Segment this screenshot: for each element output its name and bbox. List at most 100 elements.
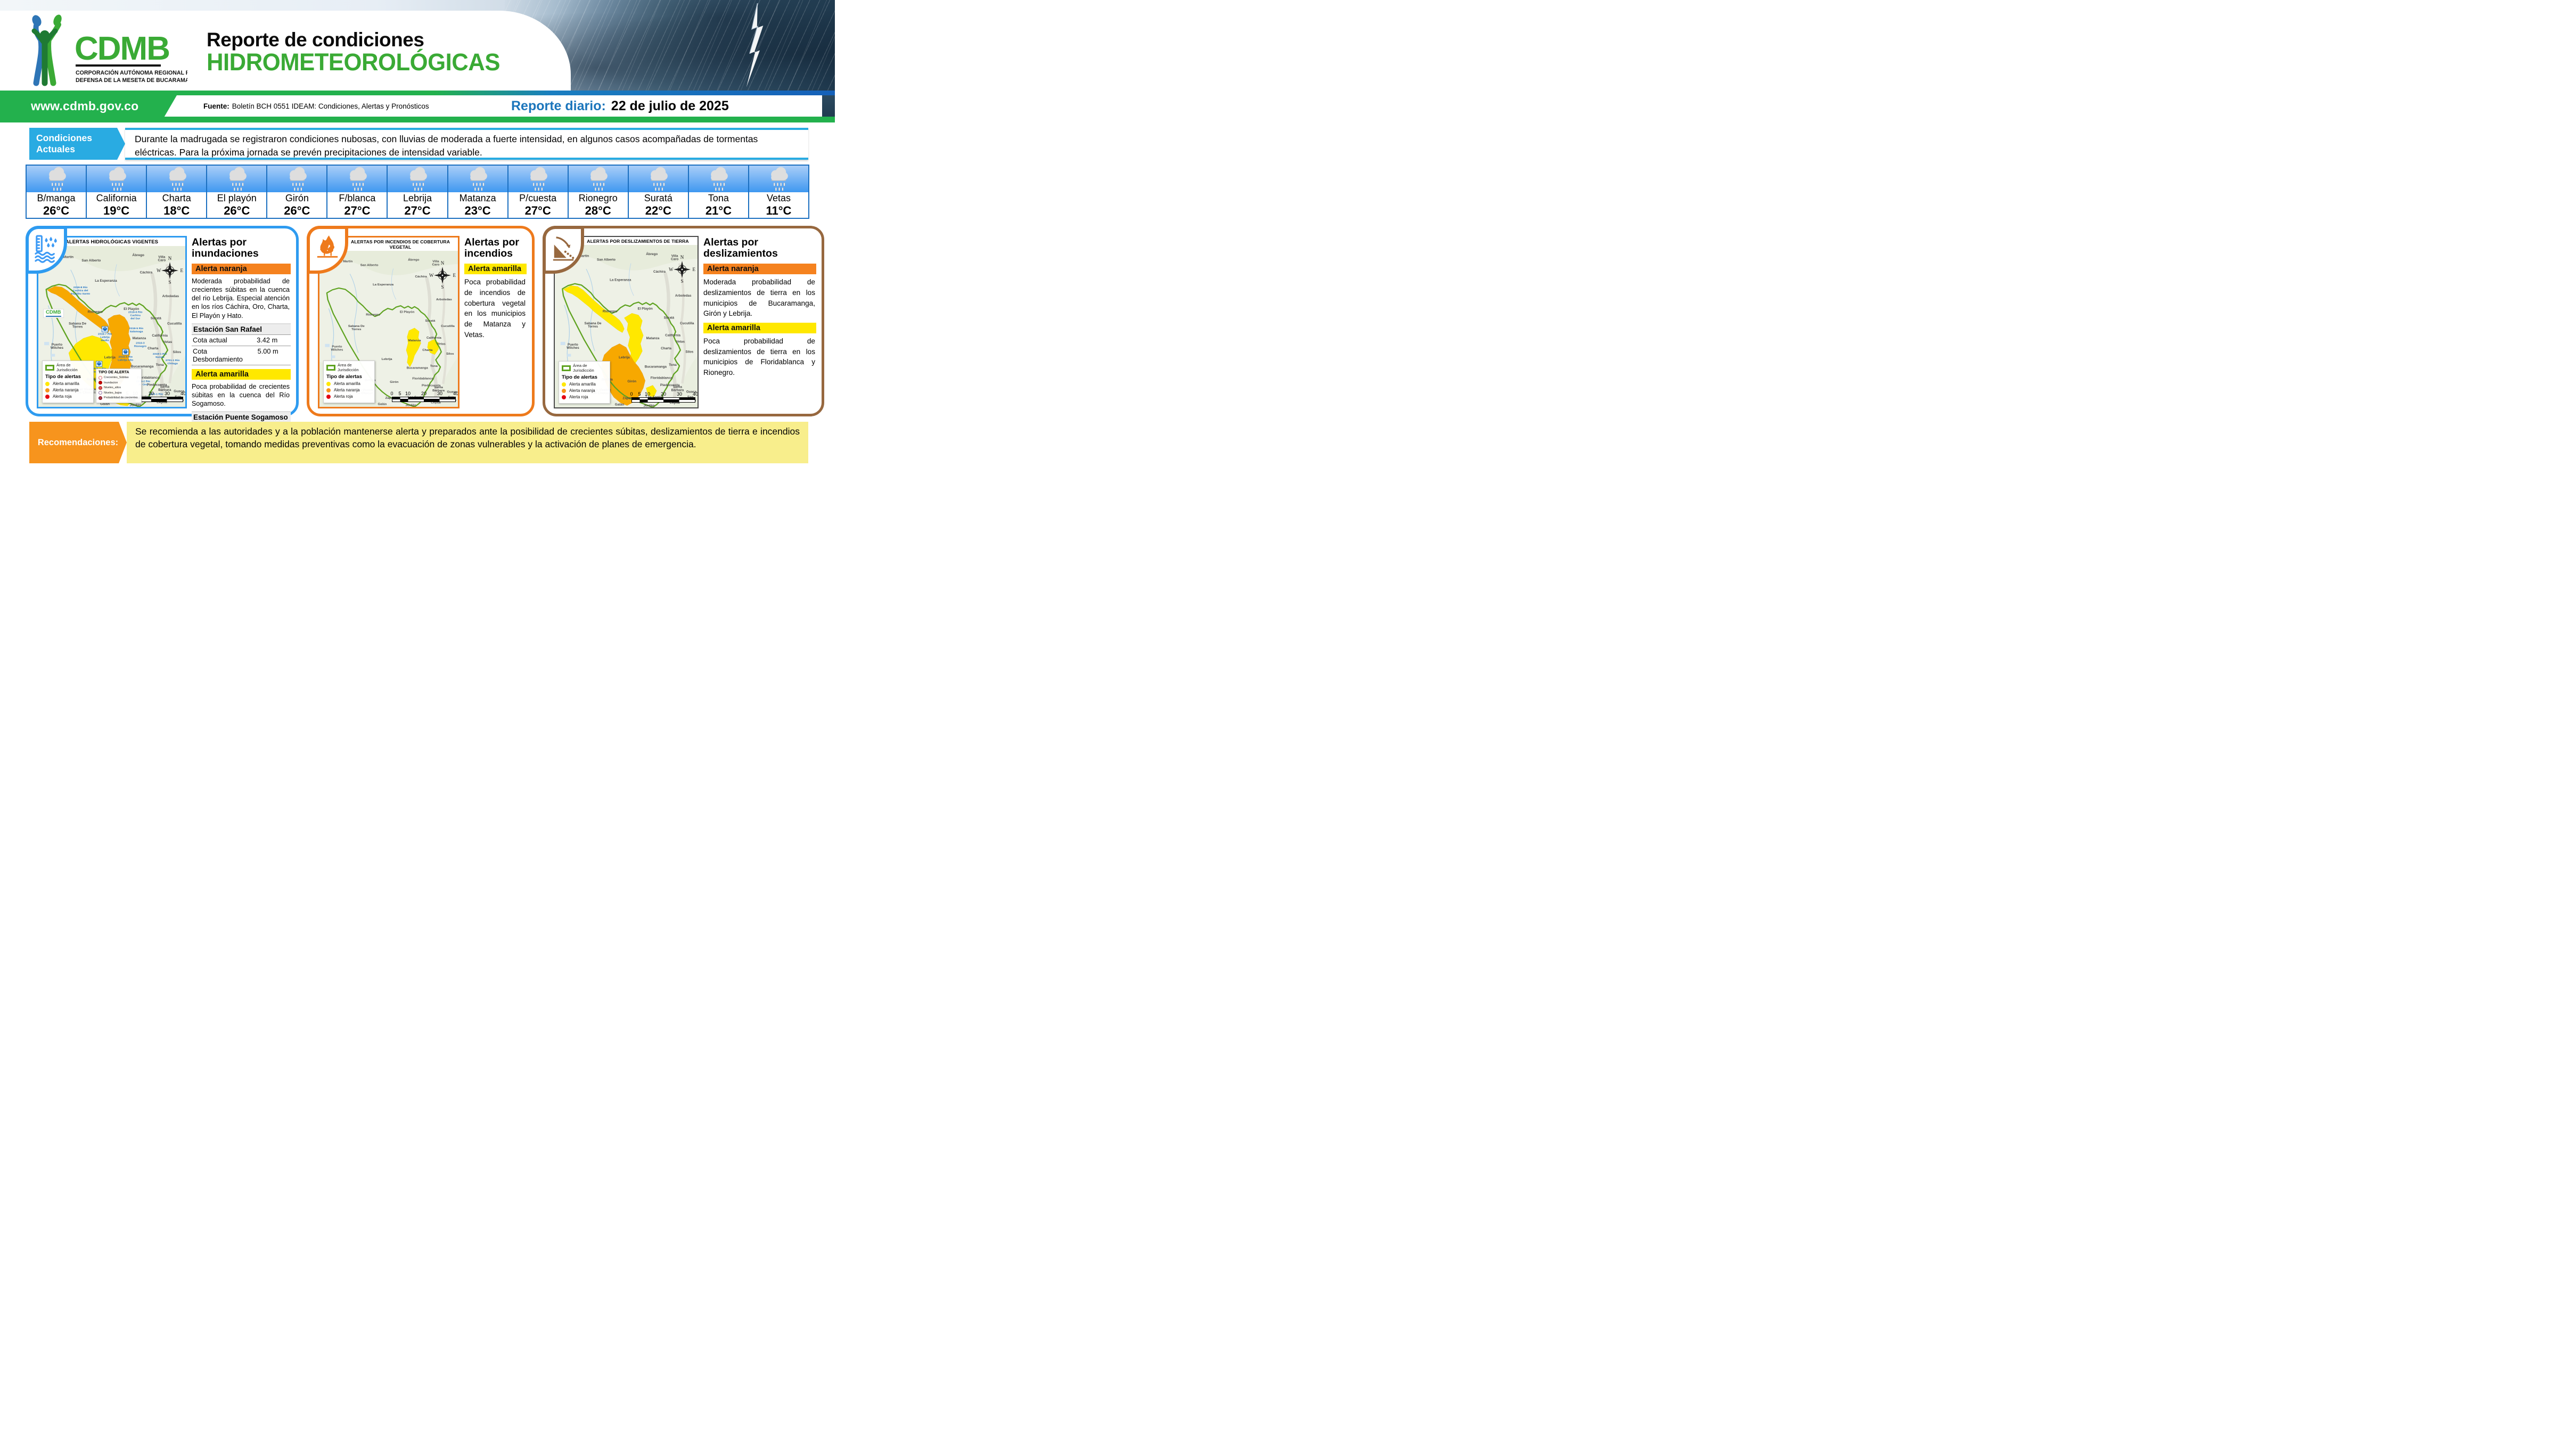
report-date-label: Reporte diario:	[511, 98, 606, 113]
svg-text:CDMB: CDMB	[75, 30, 169, 67]
weather-cell: Matanza 23°C	[448, 166, 508, 218]
svg-text:Piedecuesta: Piedecuesta	[147, 383, 167, 387]
svg-text:Lebrija: Lebrija	[104, 356, 116, 359]
svg-text:Rionegro: Rionegro	[366, 314, 380, 317]
map-scalebar: 0 5 10 20 30 40 Km	[630, 391, 698, 403]
city-temp: 19°C	[103, 204, 130, 217]
map-legend: Área de Jurisdicción Tipo de alertas Ale…	[559, 361, 610, 404]
source-line: Fuente: Boletín BCH 0551 IDEAM: Condicio…	[203, 95, 429, 117]
condiciones-body: Durante la madrugada se registraron cond…	[125, 128, 808, 160]
svg-text:Cucutilla: Cucutilla	[167, 322, 182, 326]
svg-text:Cepitá: Cepitá	[157, 400, 167, 404]
svg-text:Ábrego: Ábrego	[132, 253, 144, 257]
svg-text:Silos: Silos	[173, 350, 182, 354]
svg-text:Cáchira: Cáchira	[140, 271, 153, 275]
svg-text:Rionegro: Rionegro	[88, 310, 103, 314]
svg-text:Silos: Silos	[446, 353, 454, 356]
source-text: Boletín BCH 0551 IDEAM: Condiciones, Ale…	[232, 102, 429, 110]
condiciones-label: Condiciones Actuales	[29, 128, 125, 160]
weather-cell: Tona 21°C	[688, 166, 749, 218]
city-name: Rionegro	[578, 193, 618, 203]
recomendaciones-body: Se recomienda a las autoridades y a la p…	[127, 422, 808, 463]
alerta-naranja-text: Moderada probabilidad de crecientes súbi…	[192, 277, 290, 320]
panel-heading: Alertas por inundaciones	[192, 236, 259, 260]
svg-text:Arboledas: Arboledas	[162, 294, 179, 298]
city-name: Lebrija	[403, 193, 432, 203]
panel-heading: Alertas por incendios	[464, 236, 519, 260]
alerta-amarilla-text: Poca probabilidad de incendios de cobert…	[464, 278, 526, 339]
alerta-naranja-text: Moderada probabilidad de deslizamientos …	[703, 278, 815, 318]
rain-cloud-icon	[327, 166, 387, 192]
weather-cell: El playón 26°C	[207, 166, 268, 218]
city-name: Girón	[285, 193, 309, 203]
map-legend: Área de Jurisdicción Tipo de alertas Ale…	[323, 361, 375, 403]
city-temp: 11°C	[766, 204, 792, 217]
rain-cloud-icon	[508, 166, 568, 192]
rain-cloud-icon	[448, 166, 507, 192]
alerta-naranja-bar: Alerta naranja	[192, 264, 291, 275]
svg-text:California: California	[426, 337, 442, 340]
map-incendios: ALERTAS POR INCENDIOS DE COBERTURA VEGET…	[318, 236, 460, 408]
website-url[interactable]: www.cdmb.gov.co	[31, 99, 139, 113]
svg-text:El Playón: El Playón	[638, 307, 653, 310]
table-row: Cota actual 3.42 m	[192, 335, 291, 346]
weather-cell: California 19°C	[87, 166, 147, 218]
svg-text:Vetas: Vetas	[437, 343, 446, 346]
map-scalebar: 0 5 10 20 30 40 Km	[390, 391, 458, 402]
svg-text:Vetas: Vetas	[163, 340, 172, 344]
svg-text:Cepitá: Cepitá	[670, 401, 680, 405]
svg-text:California: California	[152, 334, 168, 338]
svg-text:San Martín: San Martín	[56, 255, 73, 259]
weather-cell: Lebrija 27°C	[388, 166, 448, 218]
svg-text:Tona: Tona	[669, 363, 677, 367]
map-cdmb-logo: CDMB	[43, 309, 64, 318]
svg-text:San Martín: San Martín	[336, 260, 352, 264]
svg-text:Ábrego: Ábrego	[646, 252, 658, 256]
svg-text:DEFENSA DE LA MESETA DE BUCARA: DEFENSA DE LA MESETA DE BUCARAMANGA	[76, 77, 187, 84]
alerta-amarilla-text: Poca probabilidad de deslizamientos de t…	[703, 337, 815, 377]
svg-text:Matanza: Matanza	[646, 337, 660, 340]
svg-text:Zapatoca: Zapatoca	[622, 396, 637, 400]
panel-heading: Alertas por deslizamientos	[703, 236, 778, 260]
svg-text:Suratá: Suratá	[664, 316, 675, 320]
rain-cloud-icon	[207, 166, 267, 192]
city-name: El playón	[217, 193, 257, 203]
alert-panels: ALERTAS HIDROLÓGICAS VIGENTES San Martín…	[26, 226, 824, 453]
svg-text:Jordán: Jordán	[129, 403, 141, 407]
gradient-strip	[0, 91, 835, 95]
weather-cell: F/blanca 27°C	[327, 166, 388, 218]
svg-text:Vetas: Vetas	[676, 340, 685, 344]
map-inundaciones: ALERTAS HIDROLÓGICAS VIGENTES San Martín…	[37, 236, 187, 408]
svg-text:CORPORACIÓN AUTÓNOMA REGIONAL: CORPORACIÓN AUTÓNOMA REGIONAL PARA LA	[76, 69, 187, 76]
svg-text:Cáchira: Cáchira	[415, 275, 428, 279]
svg-text:Matanza: Matanza	[408, 339, 422, 342]
svg-text:Cepitá: Cepitá	[431, 401, 441, 404]
rain-cloud-icon	[688, 166, 748, 192]
rain-cloud-icon	[147, 166, 207, 192]
svg-text:Floridablanca: Floridablanca	[137, 376, 159, 380]
alerta-naranja-bar: Alerta naranja	[703, 264, 816, 275]
svg-text:Bucaramanga: Bucaramanga	[131, 365, 154, 369]
city-name: Suratá	[644, 193, 672, 203]
alerta-amarilla-bar: Alerta amarilla	[703, 322, 816, 333]
svg-text:La Esperanza: La Esperanza	[610, 279, 631, 282]
map-deslizamientos: ALERTAS POR DESLIZAMIENTOS DE TIERRA San…	[554, 236, 699, 408]
compass-icon: N S W E	[669, 255, 695, 284]
svg-text:Piedecuesta: Piedecuesta	[422, 384, 441, 388]
city-name: Vetas	[766, 193, 791, 203]
lightning-icon	[746, 3, 764, 87]
